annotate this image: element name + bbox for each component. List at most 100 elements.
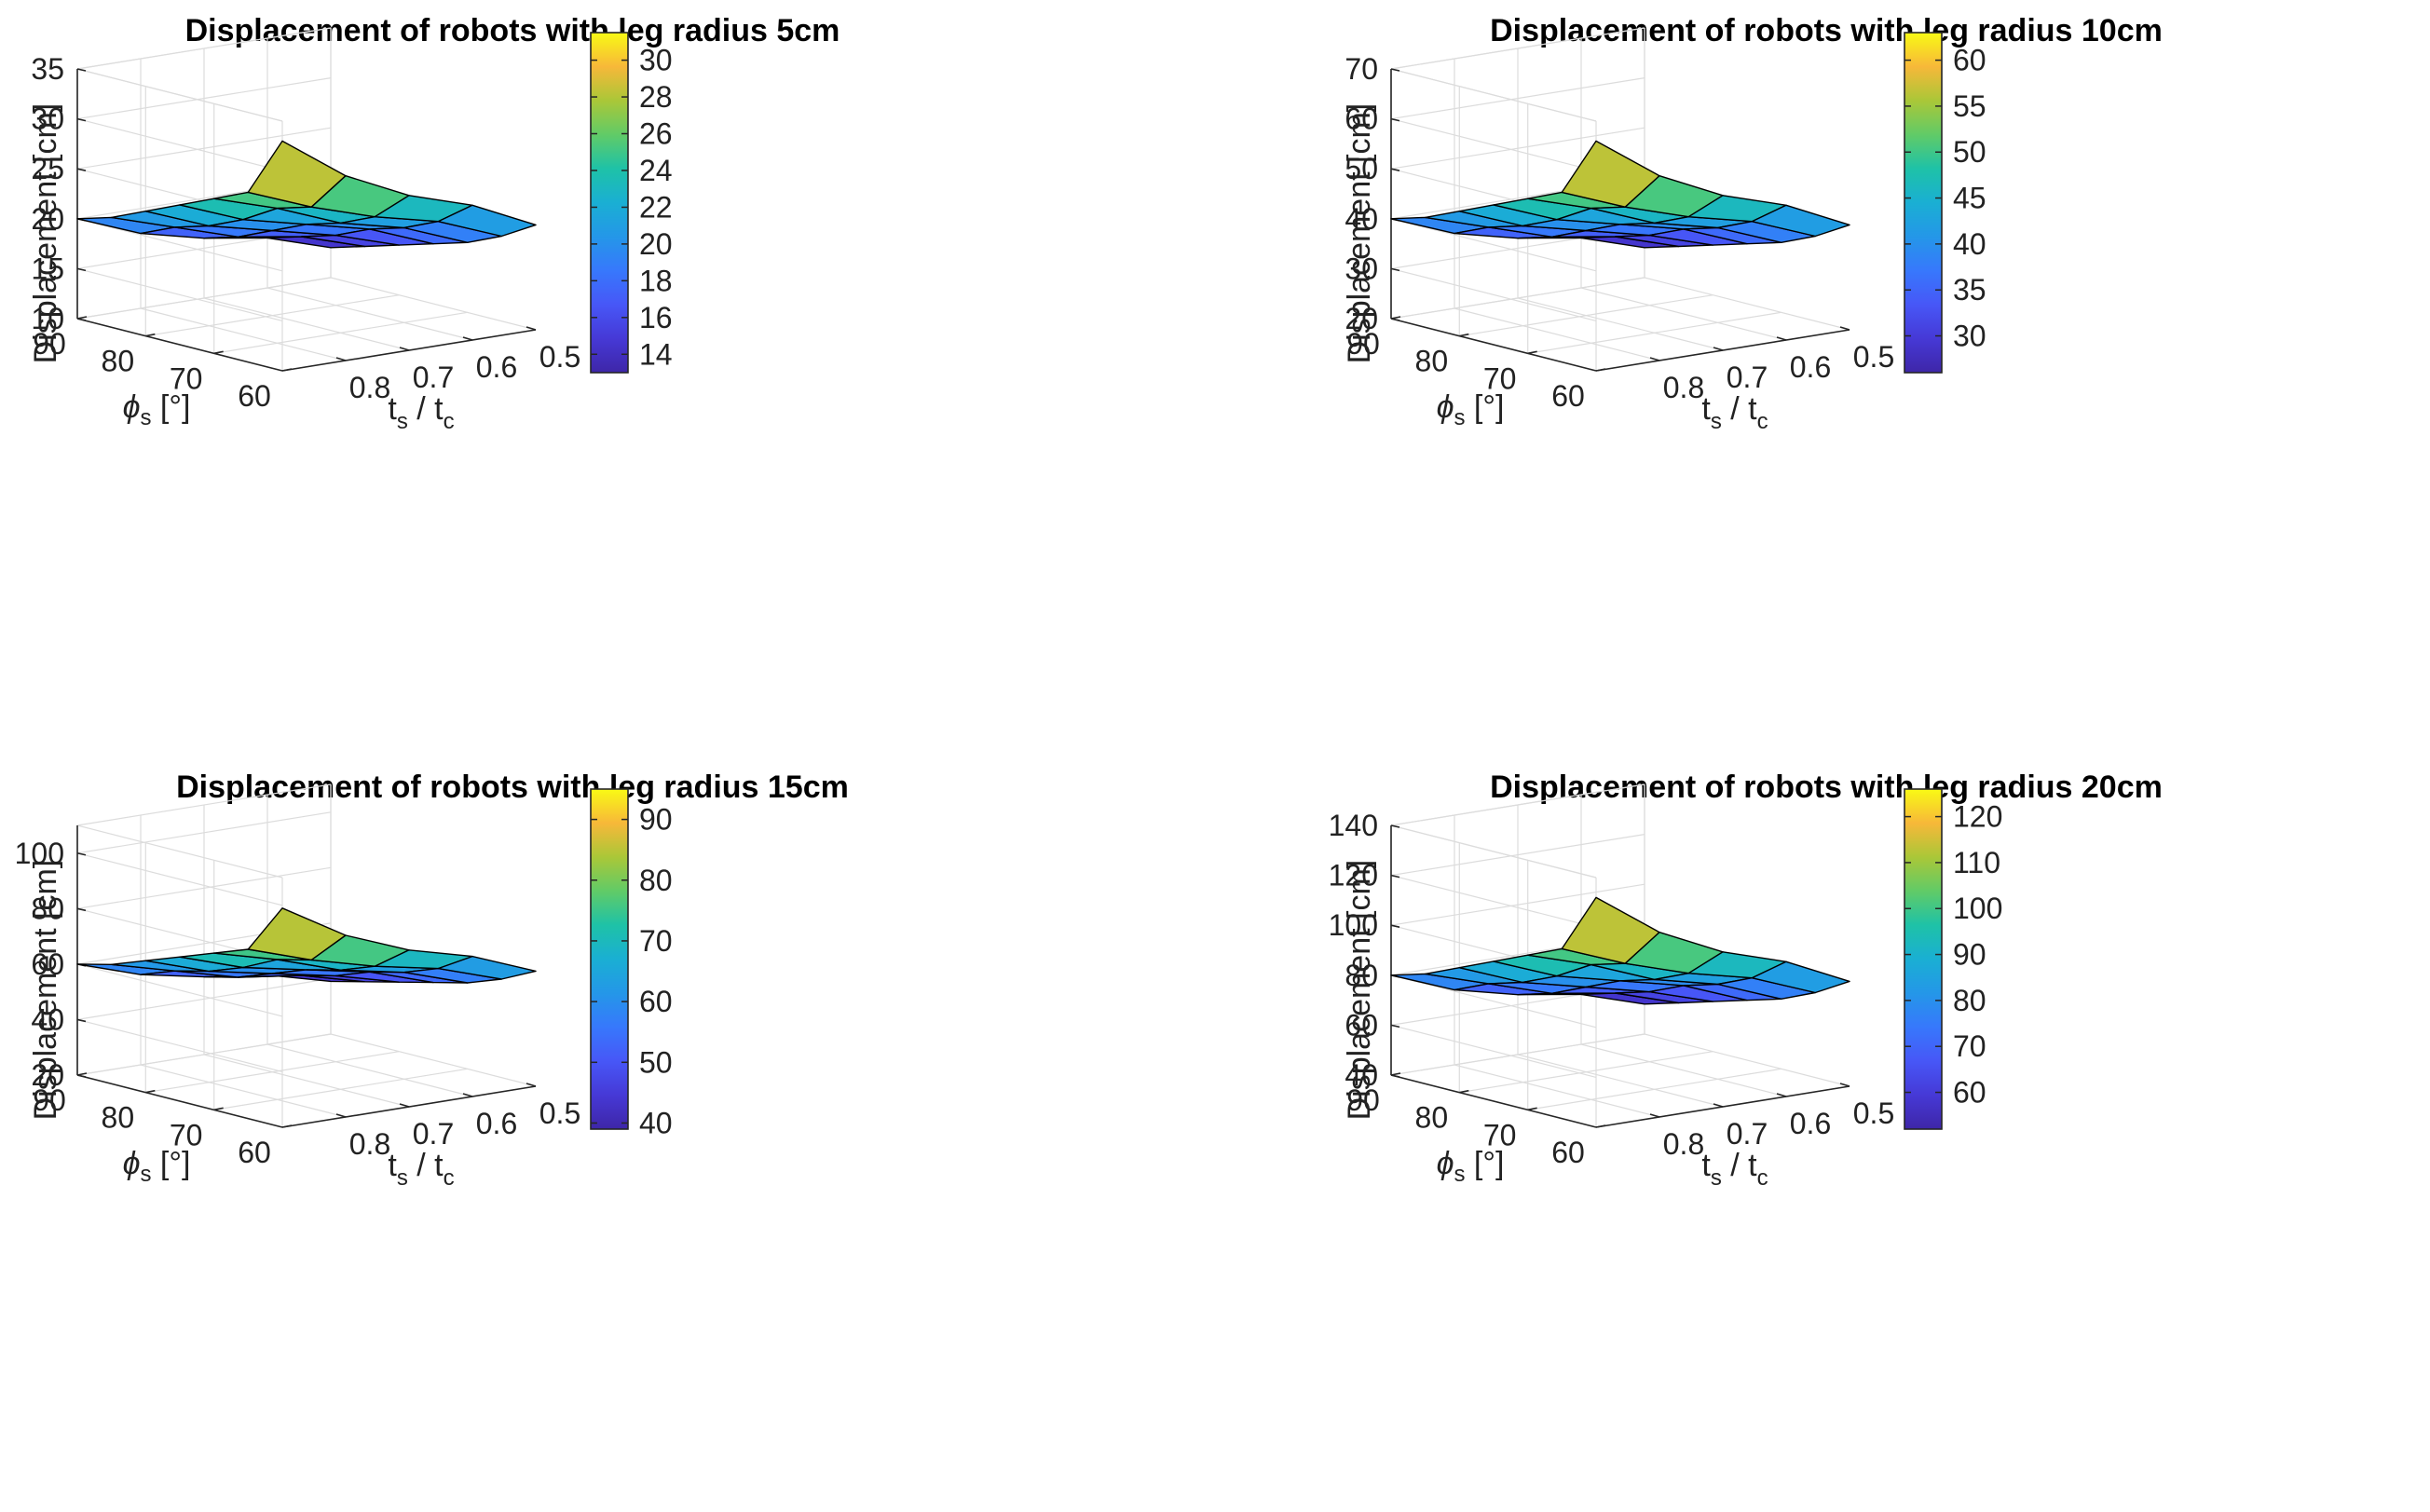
x-tick-label: 0.6 [1790, 1107, 1831, 1140]
axes [76, 68, 537, 372]
colorbar: 60 70 80 90 100 110 120 [1904, 788, 2002, 1130]
colorbar-gradient [1904, 789, 1942, 1129]
y-axis-label-unit: [°] [151, 1146, 190, 1181]
x-axis-label-sub-s: s [397, 1165, 408, 1191]
colorbar-tick-label: 18 [639, 264, 673, 297]
z-axis-label: Displacement [cm] [1342, 103, 1377, 364]
colorbar-frame [590, 32, 629, 374]
z-tick-mark [76, 68, 87, 72]
surface-patch [437, 204, 537, 238]
x-tick-label: 0.8 [1663, 1127, 1704, 1161]
z-tick-label: 10 [31, 302, 64, 335]
z-tick-mark [1390, 117, 1400, 122]
surface-patch [1751, 204, 1850, 238]
x-tick-mark [462, 1093, 473, 1097]
surface [1390, 896, 1850, 1005]
x-axis-label-t: t [388, 391, 397, 427]
z-tick-mark [76, 117, 87, 122]
y-tick-mark [1527, 350, 1537, 355]
z-axis-label: Displacement [cm] [28, 103, 63, 364]
x-tick-label: 0.7 [1727, 361, 1768, 394]
z-tick-label: 35 [31, 52, 64, 86]
x-axis-label-sub-c: c [1757, 1165, 1768, 1191]
colorbar-tick-label: 30 [639, 44, 673, 77]
y-axis-label-unit: [°] [151, 389, 190, 425]
z-tick-label: 100 [15, 837, 64, 870]
x-axis-label-mid: / t [1722, 1148, 1757, 1183]
colorbar-tick-label: 50 [639, 1045, 673, 1079]
y-axis-label: ϕs [°] [1437, 389, 1505, 430]
colorbar-tick-label: 24 [639, 154, 673, 187]
x-axis-label: ts / tc [1701, 391, 1768, 434]
colorbar-tick-label: 100 [1953, 892, 2002, 925]
colorbar-tick-label: 90 [639, 803, 673, 837]
z-tick-label: 70 [1345, 52, 1378, 86]
chart-panel-leg-radius-10cm: Displacement of robots with leg radius 1… [1342, 13, 2163, 434]
z-tick-label: 20 [31, 202, 64, 236]
chart-title: Displacement of robots with leg radius 2… [1490, 770, 2163, 805]
axes [76, 825, 537, 1128]
z-tick-label: 40 [1345, 202, 1378, 236]
y-axis-label-unit: [°] [1465, 389, 1504, 425]
gridline-x [1644, 28, 1850, 331]
y-axis-line [76, 318, 283, 372]
colorbar-tick-label: 35 [1953, 273, 1986, 306]
y-tick-mark [145, 1089, 156, 1094]
gridline-x [330, 784, 537, 1087]
y-tick-label: 80 [1415, 1101, 1449, 1135]
y-tick-mark [76, 316, 88, 320]
x-tick-label: 0.8 [349, 1127, 390, 1161]
y-tick-label: 90 [33, 327, 66, 361]
z-tick-mark [1390, 1024, 1400, 1028]
x-axis-label-sub-s: s [1711, 1165, 1722, 1191]
x-axis-label-mid: / t [408, 1148, 444, 1183]
y-tick-label: 70 [1483, 1118, 1517, 1151]
colorbar-frame [1904, 32, 1943, 374]
x-tick-mark [462, 336, 473, 341]
colorbar-tick-label: 26 [639, 117, 673, 151]
surface-patch [437, 955, 537, 980]
y-tick-label: 60 [238, 379, 271, 413]
y-axis-label-symbol: ϕ [1437, 1146, 1454, 1181]
chart-panel-leg-radius-20cm: Displacement of robots with leg radius 2… [1329, 770, 2163, 1191]
x-tick-label: 0.6 [1790, 350, 1831, 384]
z-tick-mark [76, 851, 87, 856]
z-tick-label: 20 [31, 1058, 64, 1092]
y-axis-label-sub: s [140, 405, 151, 430]
gridline-x [1644, 784, 1850, 1087]
y-axis-label-unit: [°] [1465, 1146, 1504, 1181]
x-tick-mark [1839, 1083, 1850, 1087]
y-tick-label: 90 [1346, 1083, 1380, 1117]
z-tick-label: 15 [31, 252, 64, 285]
z-tick-mark [76, 168, 87, 171]
colorbar-tick-label: 16 [639, 301, 673, 334]
colorbar-tick-label: 60 [1953, 44, 1986, 77]
colorbar-gradient [591, 33, 628, 373]
gridline-x [330, 28, 537, 331]
x-tick-mark [1776, 336, 1787, 341]
box-edge [1390, 783, 1645, 826]
x-tick-mark [526, 326, 537, 331]
chart-title: Displacement of robots with leg radius 5… [185, 13, 840, 48]
y-axis-label-sub: s [140, 1162, 151, 1187]
box-edge [1390, 824, 1597, 879]
colorbar-frame [590, 788, 629, 1130]
y-tick-mark [1527, 1107, 1537, 1111]
z-axis-label: Displacement [cm] [28, 860, 63, 1121]
box-edge [1390, 27, 1645, 70]
colorbar-tick-label: 70 [1953, 1029, 1986, 1063]
axes [1390, 824, 1850, 1128]
y-tick-mark [281, 368, 293, 372]
y-tick-label: 60 [1551, 1136, 1585, 1169]
x-tick-mark [1649, 1113, 1660, 1118]
colorbar-tick-label: 55 [1953, 89, 1986, 123]
z-tick-label: 60 [1345, 102, 1378, 136]
x-tick-mark [1713, 347, 1724, 351]
x-axis-label-mid: / t [1722, 391, 1757, 427]
colorbar-tick-label: 20 [639, 227, 673, 261]
box-edge [76, 824, 283, 879]
z-tick-mark [1390, 824, 1400, 828]
colorbar-tick-label: 45 [1953, 182, 1986, 215]
x-tick-label: 0.8 [349, 371, 390, 404]
z-tick-label: 25 [31, 152, 64, 185]
